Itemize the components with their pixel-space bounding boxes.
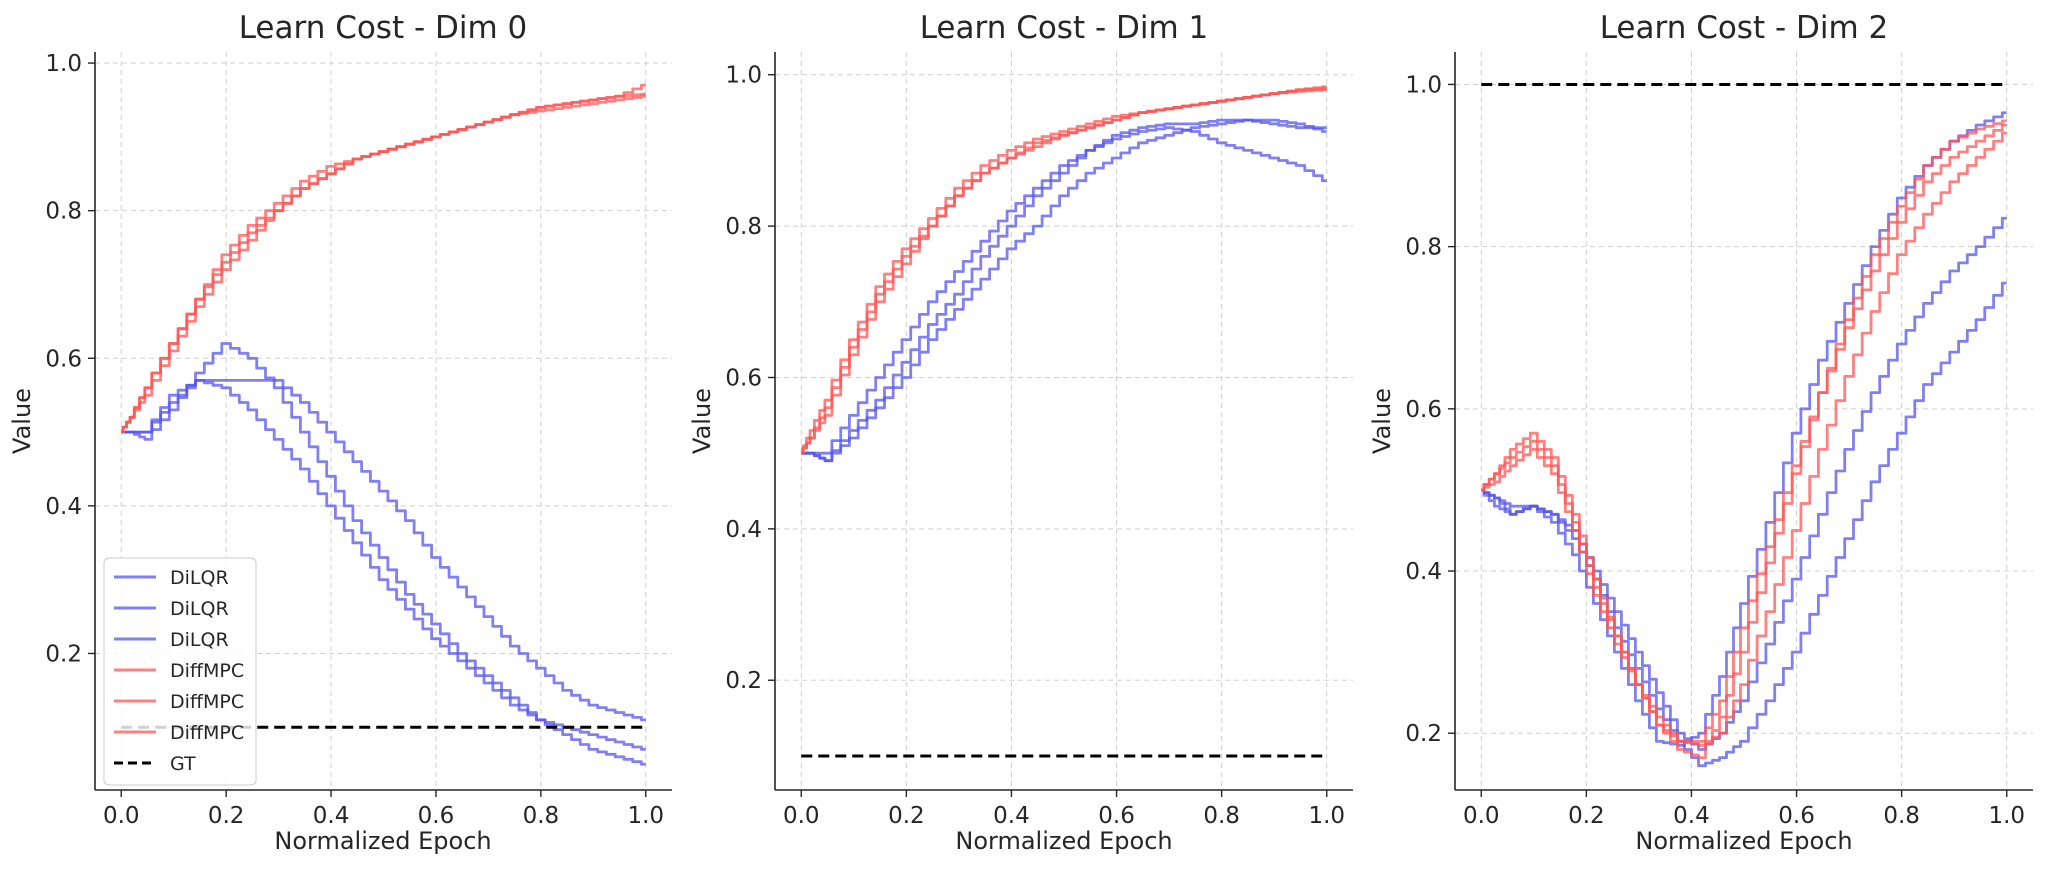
x-tick-label: 0.6 (1778, 803, 1815, 829)
y-tick-label: 0.4 (45, 494, 82, 520)
x-tick-label: 0.6 (418, 803, 455, 829)
series-line-diffmpc (801, 88, 1327, 455)
series-line-dilqr (801, 118, 1327, 455)
series-line-diffmpc (801, 86, 1327, 455)
legend-label: GT (170, 753, 196, 775)
y-tick-label: 0.2 (725, 668, 762, 694)
x-tick-label: 0.0 (1463, 803, 1500, 829)
series-line-dilqr (801, 126, 1327, 463)
series-line-dilqr (1481, 281, 2007, 768)
y-axis-label: Value (8, 388, 36, 454)
x-tick-label: 0.6 (1098, 803, 1135, 829)
x-tick-label: 0.4 (993, 803, 1030, 829)
x-tick-label: 0.0 (103, 803, 140, 829)
series-line-dilqr (801, 118, 1327, 463)
chart-panel-1: 0.0 0.2 0.4 0.6 0.8 1.0 0.2 0.4 0.6 0.8 1.0 Learn C… (688, 10, 1353, 855)
y-tick-label: 0.6 (1405, 397, 1442, 423)
y-tick-label: 0.6 (45, 346, 82, 372)
legend-label: DiffMPC (170, 722, 244, 744)
y-tick-label: 0.2 (45, 641, 82, 667)
legend-label: DiffMPC (170, 660, 244, 682)
y-tick-label: 0.2 (1405, 721, 1442, 747)
x-tick-label: 1.0 (1988, 803, 2025, 829)
x-tick-label: 0.0 (783, 803, 820, 829)
legend: DiLQR DiLQR DiLQR DiffMPC DiffMPC DiffMPC GT (103, 557, 257, 786)
legend-label: DiffMPC (170, 691, 244, 713)
x-tick-label: 0.8 (1883, 803, 1920, 829)
chart-title: Learn Cost - Dim 0 (239, 10, 528, 46)
x-tick-label: 0.8 (523, 803, 560, 829)
y-tick-label: 0.8 (45, 199, 82, 225)
x-tick-label: 0.8 (1203, 803, 1240, 829)
y-tick-label: 1.0 (45, 51, 82, 77)
legend-box (103, 557, 257, 786)
series-line-dilqr (121, 342, 646, 766)
y-axis-label: Value (688, 388, 716, 454)
y-tick-label: 0.4 (725, 517, 762, 543)
y-tick-label: 0.8 (1405, 235, 1442, 261)
x-tick-label: 0.4 (1673, 803, 1710, 829)
y-axis-label: Value (1368, 388, 1396, 454)
chart-panel-0: 0.0 0.2 0.4 0.6 0.8 1.0 0.2 0.4 0.6 0.8 1.0 Learn C… (8, 10, 672, 855)
x-axis-label: Normalized Epoch (955, 827, 1172, 855)
series-line-dilqr (121, 378, 646, 722)
x-axis-label: Normalized Epoch (1635, 827, 1852, 855)
x-tick-label: 1.0 (627, 803, 664, 829)
y-tick-label: 1.0 (725, 63, 762, 89)
series-line-diffmpc (1481, 123, 2007, 743)
chart-title: Learn Cost - Dim 2 (1600, 10, 1889, 46)
legend-label: DiLQR (170, 598, 229, 620)
x-tick-label: 0.4 (313, 803, 350, 829)
series-line-diffmpc (121, 94, 646, 434)
x-tick-label: 1.0 (1308, 803, 1345, 829)
y-tick-label: 0.8 (725, 214, 762, 240)
y-tick-label: 0.6 (725, 365, 762, 391)
chart-panel-2: 0.0 0.2 0.4 0.6 0.8 1.0 0.2 0.4 0.6 0.8 1.0 Learn C… (1368, 10, 2033, 855)
legend-label: DiLQR (170, 567, 229, 589)
series-line-diffmpc (801, 85, 1327, 455)
series-line-dilqr (1481, 111, 2007, 747)
series-line-diffmpc (1481, 119, 2007, 759)
chart-title: Learn Cost - Dim 1 (920, 10, 1209, 46)
x-tick-label: 0.2 (888, 803, 925, 829)
y-tick-label: 1.0 (1405, 72, 1442, 98)
x-axis-label: Normalized Epoch (274, 827, 491, 855)
series-line-diffmpc (1481, 131, 2007, 747)
x-tick-label: 0.2 (208, 803, 245, 829)
legend-label: DiLQR (170, 629, 229, 651)
y-tick-label: 0.4 (1405, 559, 1442, 585)
x-tick-label: 0.2 (1568, 803, 1605, 829)
